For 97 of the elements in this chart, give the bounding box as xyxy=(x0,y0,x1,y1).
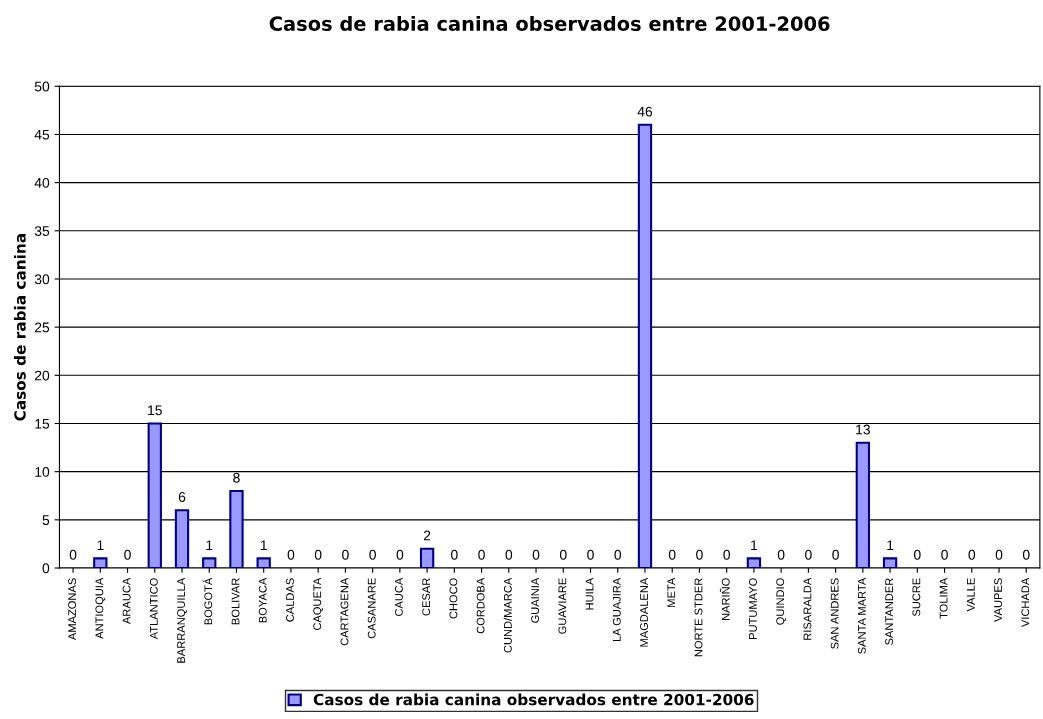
bar xyxy=(882,557,898,569)
x-tick-label: CESAR xyxy=(422,578,431,616)
y-tick-label: 10 xyxy=(35,467,50,477)
data-label: 0 xyxy=(369,549,376,560)
data-label: 6 xyxy=(178,492,186,502)
x-tick-label: ANTIOQUIA xyxy=(95,577,106,639)
chart-title: Casos de rabia canina observados entre 2001-2006 xyxy=(269,15,830,31)
x-tick-label: SANTANDER xyxy=(885,578,894,645)
data-label: 8 xyxy=(233,472,240,483)
x-tick-label: VALLE xyxy=(967,578,975,612)
x-tick-label: NORTE STDER xyxy=(694,578,703,657)
data-label: 0 xyxy=(723,549,730,560)
data-label: 0 xyxy=(995,549,1003,560)
x-tick-label: AMAZONAS xyxy=(68,578,77,641)
x-tick-label: QUINDIO xyxy=(776,578,787,625)
data-label: 1 xyxy=(751,540,758,550)
data-label: 1 xyxy=(97,540,104,550)
x-tick-label: PUTUMAYO xyxy=(749,578,757,639)
bar xyxy=(746,557,762,569)
bar xyxy=(174,509,190,569)
x-tick-label: RISARALDA xyxy=(803,577,812,640)
data-label: 0 xyxy=(805,549,812,560)
bar xyxy=(637,123,653,569)
y-tick-label: 45 xyxy=(34,129,50,140)
x-tick-label: SUCRE xyxy=(912,578,921,617)
x-tick-label: BOYACA xyxy=(258,577,267,623)
y-tick-label: 35 xyxy=(34,226,50,236)
data-label: 0 xyxy=(396,549,404,560)
data-label: 1 xyxy=(887,540,894,550)
legend-label: Casos de rabia canina observados entre 2001-2006 xyxy=(313,693,754,706)
data-label: 0 xyxy=(287,549,295,560)
y-tick-label: 25 xyxy=(34,322,50,333)
x-tick-label: SANTA MARTA xyxy=(857,577,866,654)
data-label: 0 xyxy=(478,549,485,560)
x-tick-label: CARTAGENA xyxy=(340,577,349,646)
bar xyxy=(256,557,271,569)
bar xyxy=(855,441,871,569)
y-tick-label: 0 xyxy=(42,563,50,574)
y-tick-label: 5 xyxy=(42,515,50,526)
x-tick-label: CASANARE xyxy=(367,578,376,639)
bar xyxy=(229,489,244,569)
data-label: 0 xyxy=(532,549,540,560)
data-label: 0 xyxy=(914,549,921,560)
y-tick-label: 50 xyxy=(34,81,50,92)
bar xyxy=(419,547,435,569)
data-label: 15 xyxy=(148,405,162,416)
data-label: 0 xyxy=(696,549,703,560)
data-label: 0 xyxy=(69,549,77,560)
x-tick-label: CAUCA xyxy=(394,577,403,617)
x-tick-label: ARAUCA xyxy=(122,577,131,625)
x-tick-label: CORDOBA xyxy=(476,577,485,634)
x-tick-label: BARRANQUILLA xyxy=(177,577,187,663)
data-label: 0 xyxy=(124,549,131,560)
x-tick-label: MAGDALENA xyxy=(640,577,648,647)
data-label: 1 xyxy=(260,540,267,550)
x-tick-label: ATLANTICO xyxy=(149,578,158,640)
y-tick-label: 30 xyxy=(34,274,50,285)
x-tick-label: CUND/MARCA xyxy=(503,577,512,653)
x-tick-label: GUAINIA xyxy=(531,577,540,623)
x-tick-label: BOGOTÁ xyxy=(202,577,213,625)
bar xyxy=(202,557,217,569)
x-tick-label: VAUPES xyxy=(994,578,1002,622)
x-tick-label: SAN ANDRES xyxy=(830,578,839,649)
data-label: 0 xyxy=(314,549,322,560)
x-tick-label: VICHADA xyxy=(1021,577,1030,628)
data-label: 0 xyxy=(832,549,839,560)
data-label: 0 xyxy=(1022,549,1030,560)
bar xyxy=(147,422,162,569)
x-tick-label: HUILA xyxy=(585,577,594,610)
x-tick-label: CALDAS xyxy=(286,578,294,622)
y-axis-title: Casos de rabia canina xyxy=(13,234,26,421)
data-label: 0 xyxy=(451,549,458,560)
x-tick-label: LA GUAJIRA xyxy=(612,577,621,642)
x-tick-label: GUAVIARE xyxy=(558,578,567,634)
data-label: 0 xyxy=(968,549,976,560)
data-label: 1 xyxy=(206,540,213,550)
data-label: 0 xyxy=(587,549,594,560)
y-tick-label: 40 xyxy=(34,177,50,188)
data-label: 13 xyxy=(856,424,870,435)
y-tick-label: 20 xyxy=(34,370,50,381)
data-label: 0 xyxy=(342,549,349,560)
x-tick-label: CAQUETA xyxy=(313,577,324,631)
data-label: 0 xyxy=(668,549,676,560)
data-label: 46 xyxy=(637,106,653,117)
x-tick-label: TOLIMA xyxy=(939,577,948,619)
data-label: 0 xyxy=(941,549,948,560)
x-tick-label: BOLIVAR xyxy=(231,578,240,625)
data-label: 0 xyxy=(614,549,622,560)
x-tick-label: CHOCO xyxy=(449,578,458,619)
data-label: 0 xyxy=(777,549,785,560)
y-tick-label: 15 xyxy=(35,418,50,429)
bar xyxy=(93,557,108,569)
x-tick-label: META xyxy=(667,577,676,607)
data-label: 0 xyxy=(559,549,567,560)
x-tick-label: NARIÑO xyxy=(719,578,730,621)
data-label: 0 xyxy=(505,549,513,560)
data-label: 2 xyxy=(423,530,431,541)
